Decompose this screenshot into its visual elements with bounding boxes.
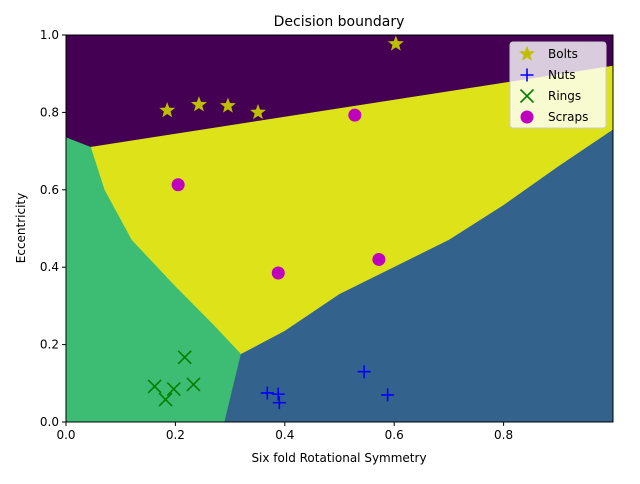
rings-region	[66, 137, 242, 422]
y-axis-label: Eccentricity	[14, 193, 28, 263]
x-tick-label: 0.8	[494, 428, 513, 442]
legend-nuts-marker	[520, 68, 534, 82]
y-axis: 0.0 0.2 0.4 0.6 0.8 1.0	[40, 28, 66, 429]
nuts-point	[357, 365, 371, 379]
scraps-point	[348, 108, 362, 122]
decision-regions	[66, 35, 613, 422]
nuts-point	[381, 388, 395, 402]
legend: Bolts Nuts Rings Scraps	[509, 41, 607, 129]
y-tick-label: 0.0	[40, 415, 59, 429]
nuts-region	[224, 129, 613, 422]
rings-point	[186, 377, 201, 392]
x-axis-label: Six fold Rotational Symmetry	[251, 451, 426, 465]
scraps-point	[372, 252, 386, 266]
y-tick-label: 0.4	[40, 260, 59, 274]
legend-scraps-marker	[520, 110, 534, 124]
bolts-point	[190, 96, 207, 112]
legend-rings-marker	[519, 88, 535, 104]
bolts-point	[159, 102, 176, 118]
rings-point	[158, 392, 173, 407]
nuts-point	[260, 386, 274, 400]
legend-bolts-marker	[519, 45, 535, 61]
bolts-point	[250, 104, 266, 120]
bolts-point	[387, 35, 404, 51]
legend-bolts-label: Bolts	[548, 47, 578, 61]
rings-point	[166, 382, 181, 397]
x-tick-label: 0.4	[275, 428, 294, 442]
rings-point	[147, 379, 162, 394]
bolts-point	[219, 97, 236, 113]
legend-scraps-label: Scraps	[548, 110, 588, 124]
x-tick-label: 0.2	[166, 428, 185, 442]
nuts-point	[272, 396, 286, 410]
y-tick-label: 0.2	[40, 338, 59, 352]
y-tick-label: 1.0	[40, 28, 59, 42]
scraps-point	[171, 178, 185, 192]
legend-rings-label: Rings	[548, 89, 581, 103]
scraps-point	[271, 266, 285, 280]
x-axis: 0.0 0.2 0.4 0.6 0.8	[56, 422, 513, 442]
plot-area	[65, 34, 614, 423]
legend-box	[509, 41, 607, 129]
rings-point	[177, 350, 192, 365]
chart-title: Decision boundary	[274, 14, 405, 30]
x-tick-label: 0.0	[56, 428, 75, 442]
plot-frame	[65, 34, 614, 423]
data-markers	[147, 35, 404, 410]
legend-nuts-label: Nuts	[548, 68, 576, 82]
x-tick-label: 0.6	[385, 428, 404, 442]
y-tick-label: 0.8	[40, 105, 59, 119]
y-tick-label: 0.6	[40, 183, 59, 197]
nuts-point	[271, 387, 285, 401]
